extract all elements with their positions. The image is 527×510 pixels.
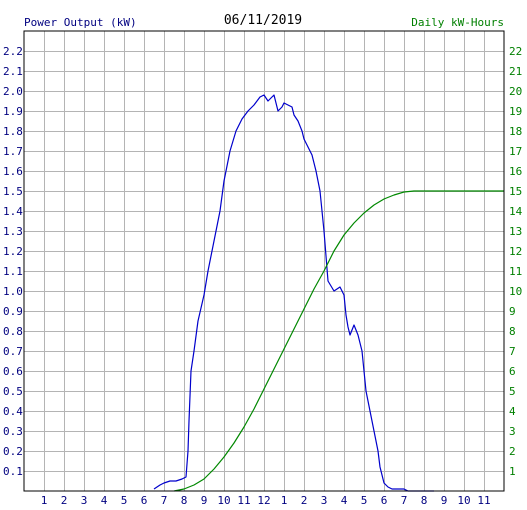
y-left-tick-label: 1.7 [3, 145, 23, 158]
x-tick-label: 3 [321, 494, 328, 507]
y-right-tick-label: 2 [509, 445, 516, 458]
right-axis-title: Daily kW-Hours [411, 16, 504, 29]
y-right-tick-label: 7 [509, 345, 516, 358]
y-right-tick-label: 15 [509, 185, 522, 198]
y-left-tick-label: 1.5 [3, 185, 23, 198]
y-left-tick-label: 1.8 [3, 125, 23, 138]
y-left-tick-label: 0.1 [3, 465, 23, 478]
series-layer [153, 94, 504, 492]
power-series-line [153, 94, 434, 492]
axes: 1 2 3 4 5 6 7 8 9 10 11 12 1 2 3 4 5 6 7 8 9 10 110.10.20.30.4… [3, 30, 523, 507]
y-left-tick-label: 1.9 [3, 105, 23, 118]
y-right-tick-label: 12 [509, 245, 522, 258]
y-left-tick-label: 0.5 [3, 385, 23, 398]
y-right-tick-label: 4 [509, 405, 516, 418]
grid [24, 31, 504, 491]
y-right-tick-label: 6 [509, 365, 516, 378]
x-tick-label: 11 [477, 494, 490, 507]
x-tick-label: 10 [457, 494, 470, 507]
y-right-tick-label: 1 [509, 465, 516, 478]
y-left-tick-label: 0.2 [3, 445, 23, 458]
y-left-tick-label: 1.3 [3, 225, 23, 238]
y-left-tick-label: 1.4 [3, 205, 23, 218]
y-left-tick-label: 1.0 [3, 285, 23, 298]
chart-title: 06/11/2019 [224, 13, 302, 28]
x-tick-label: 1 [281, 494, 288, 507]
x-tick-label: 8 [181, 494, 188, 507]
y-left-tick-label: 0.8 [3, 325, 23, 338]
y-left-tick-label: 1.6 [3, 165, 23, 178]
x-tick-label: 4 [101, 494, 108, 507]
x-tick-label: 7 [401, 494, 408, 507]
y-right-tick-label: 20 [509, 85, 522, 98]
x-tick-label: 12 [257, 494, 270, 507]
x-tick-label: 6 [141, 494, 148, 507]
y-right-tick-label: 10 [509, 285, 522, 298]
y-right-tick-label: 8 [509, 325, 516, 338]
y-right-tick-label: 21 [509, 65, 522, 78]
y-right-tick-label: 3 [509, 425, 516, 438]
y-left-tick-label: 0.3 [3, 425, 23, 438]
x-tick-label: 5 [121, 494, 128, 507]
y-right-tick-label: 22 [509, 45, 522, 58]
y-left-tick-label: 0.6 [3, 365, 23, 378]
y-right-tick-label: 9 [509, 305, 516, 318]
x-tick-label: 6 [381, 494, 388, 507]
y-left-tick-label: 2.0 [3, 85, 23, 98]
x-tick-label: 9 [201, 494, 208, 507]
y-right-tick-label: 19 [509, 105, 522, 118]
y-left-tick-label: 1.2 [3, 245, 23, 258]
y-right-tick-label: 16 [509, 165, 522, 178]
x-tick-label: 9 [441, 494, 448, 507]
x-tick-label: 7 [161, 494, 168, 507]
y-left-tick-label: 0.4 [3, 405, 23, 418]
y-right-tick-label: 11 [509, 265, 522, 278]
x-tick-label: 1 [41, 494, 48, 507]
y-left-tick-label: 2.2 [3, 45, 23, 58]
x-tick-label: 11 [237, 494, 250, 507]
x-tick-label: 2 [301, 494, 308, 507]
y-left-tick-label: 0.9 [3, 305, 23, 318]
y-right-tick-label: 17 [509, 145, 522, 158]
x-tick-label: 4 [341, 494, 348, 507]
y-right-tick-label: 18 [509, 125, 522, 138]
x-tick-label: 5 [361, 494, 368, 507]
y-right-tick-label: 13 [509, 225, 522, 238]
left-axis-title: Power Output (kW) [24, 16, 137, 29]
y-left-tick-label: 1.1 [3, 265, 23, 278]
y-right-tick-label: 14 [509, 205, 523, 218]
y-left-tick-label: 0.7 [3, 345, 23, 358]
x-tick-label: 8 [421, 494, 428, 507]
x-tick-label: 3 [81, 494, 88, 507]
x-tick-label: 2 [61, 494, 68, 507]
y-right-tick-label: 5 [509, 385, 516, 398]
x-tick-label: 10 [217, 494, 230, 507]
y-left-tick-label: 2.1 [3, 65, 23, 78]
plot-frame [23, 30, 505, 492]
energy-series-line [173, 190, 504, 492]
